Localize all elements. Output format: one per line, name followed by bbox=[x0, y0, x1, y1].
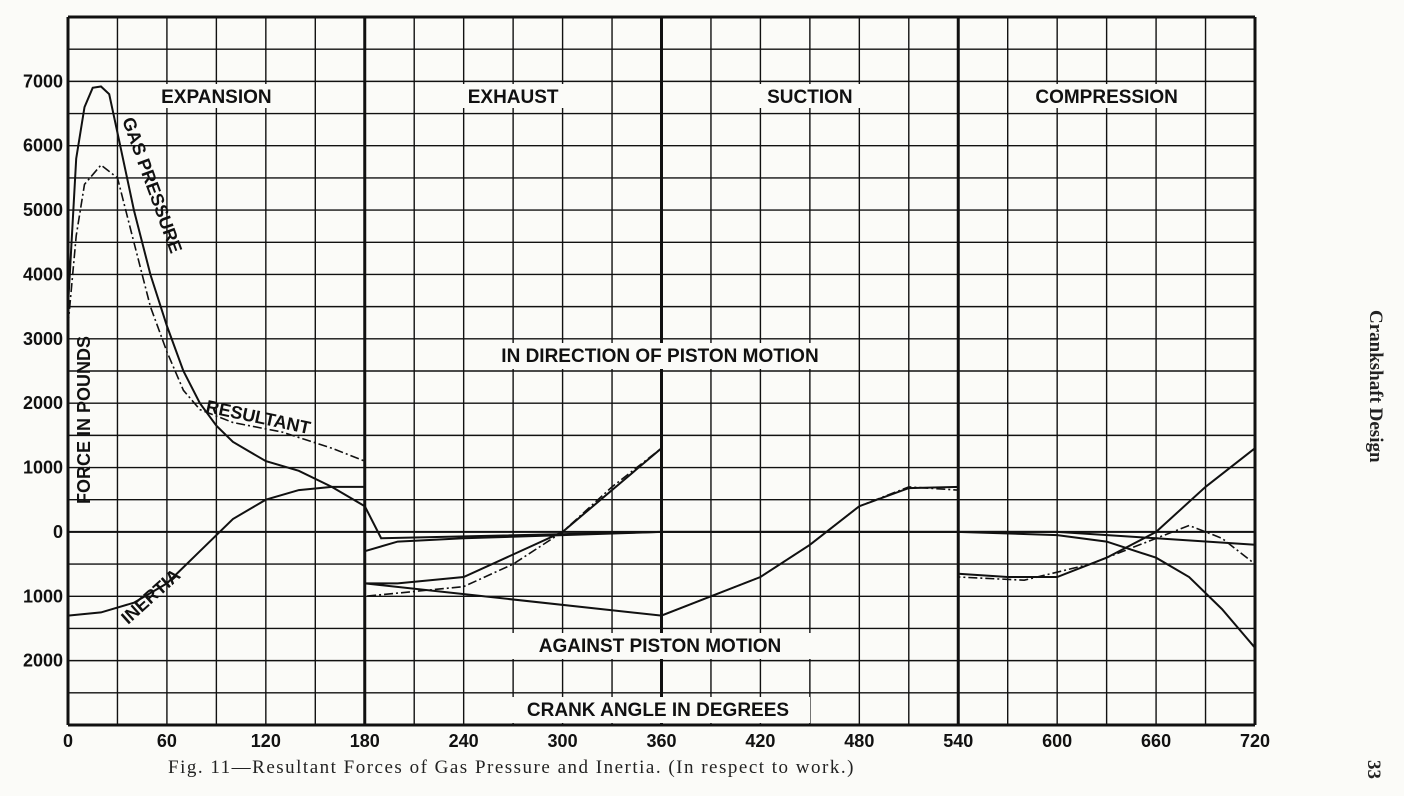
phase-labels: EXPANSION EXHAUST SUCTION COMPRESSION bbox=[142, 84, 1193, 108]
x-tick-label: 0 bbox=[63, 731, 73, 751]
series-line bbox=[67, 163, 1256, 617]
phase-label: EXHAUST bbox=[468, 87, 559, 108]
x-tick-label: 180 bbox=[350, 731, 380, 751]
y-tick-label: 1000 bbox=[23, 458, 63, 478]
x-tick-label: 300 bbox=[548, 731, 578, 751]
x-axis-label: CRANK ANGLE IN DEGREES bbox=[527, 700, 789, 721]
phase-label: COMPRESSION bbox=[1035, 87, 1178, 108]
curves bbox=[67, 85, 1256, 649]
y-tick-label: 2000 bbox=[23, 651, 63, 671]
annotation-bg bbox=[506, 697, 810, 723]
x-tick-label: 60 bbox=[157, 731, 177, 751]
phase-label-bg bbox=[753, 84, 866, 108]
phase-label-bg bbox=[1020, 84, 1193, 108]
series-line bbox=[958, 447, 1256, 578]
phase-label: SUCTION bbox=[767, 87, 853, 108]
x-tick-label: 480 bbox=[844, 731, 874, 751]
phase-label: EXPANSION bbox=[161, 87, 272, 108]
annotation-bg bbox=[500, 633, 820, 659]
y-axis-ticks: 7000 6000 5000 4000 3000 2000 1000 0 1000 2000 bbox=[23, 71, 63, 670]
x-axis-ticks: 0 60 120 180 240 300 360 420 480 540 600 660 720 bbox=[63, 731, 1270, 751]
y-axis-label: FORCE IN POUNDS bbox=[74, 336, 94, 504]
x-tick-label: 600 bbox=[1042, 731, 1072, 751]
y-tick-label: 7000 bbox=[23, 71, 63, 91]
page-number: 33 bbox=[1363, 760, 1384, 779]
phase-label-bg bbox=[142, 84, 290, 108]
x-tick-label: 360 bbox=[646, 731, 676, 751]
y-tick-label: 2000 bbox=[23, 393, 63, 413]
y-tick-label: 3000 bbox=[23, 329, 63, 349]
positive-direction-label: IN DIRECTION OF PISTON MOTION bbox=[501, 346, 818, 367]
y-tick-label: 6000 bbox=[23, 136, 63, 156]
x-tick-label: 720 bbox=[1240, 731, 1270, 751]
x-tick-label: 120 bbox=[251, 731, 281, 751]
y-tick-label: 1000 bbox=[23, 586, 63, 606]
phase-label-bg bbox=[452, 84, 575, 108]
x-tick-label: 660 bbox=[1141, 731, 1171, 751]
x-tick-label: 240 bbox=[449, 731, 479, 751]
negative-direction-label: AGAINST PISTON MOTION bbox=[539, 636, 781, 657]
side-title: Crankshaft Design bbox=[1365, 310, 1386, 463]
y-tick-label: 4000 bbox=[23, 264, 63, 284]
y-tick-label: 5000 bbox=[23, 200, 63, 220]
figure-caption: Fig. 11—Resultant Forces of Gas Pressure… bbox=[168, 757, 855, 778]
x-tick-label: 540 bbox=[943, 731, 973, 751]
grid bbox=[66, 15, 1257, 727]
annotation-bg bbox=[470, 343, 854, 369]
y-tick-label: 0 bbox=[53, 522, 63, 542]
x-tick-label: 420 bbox=[745, 731, 775, 751]
